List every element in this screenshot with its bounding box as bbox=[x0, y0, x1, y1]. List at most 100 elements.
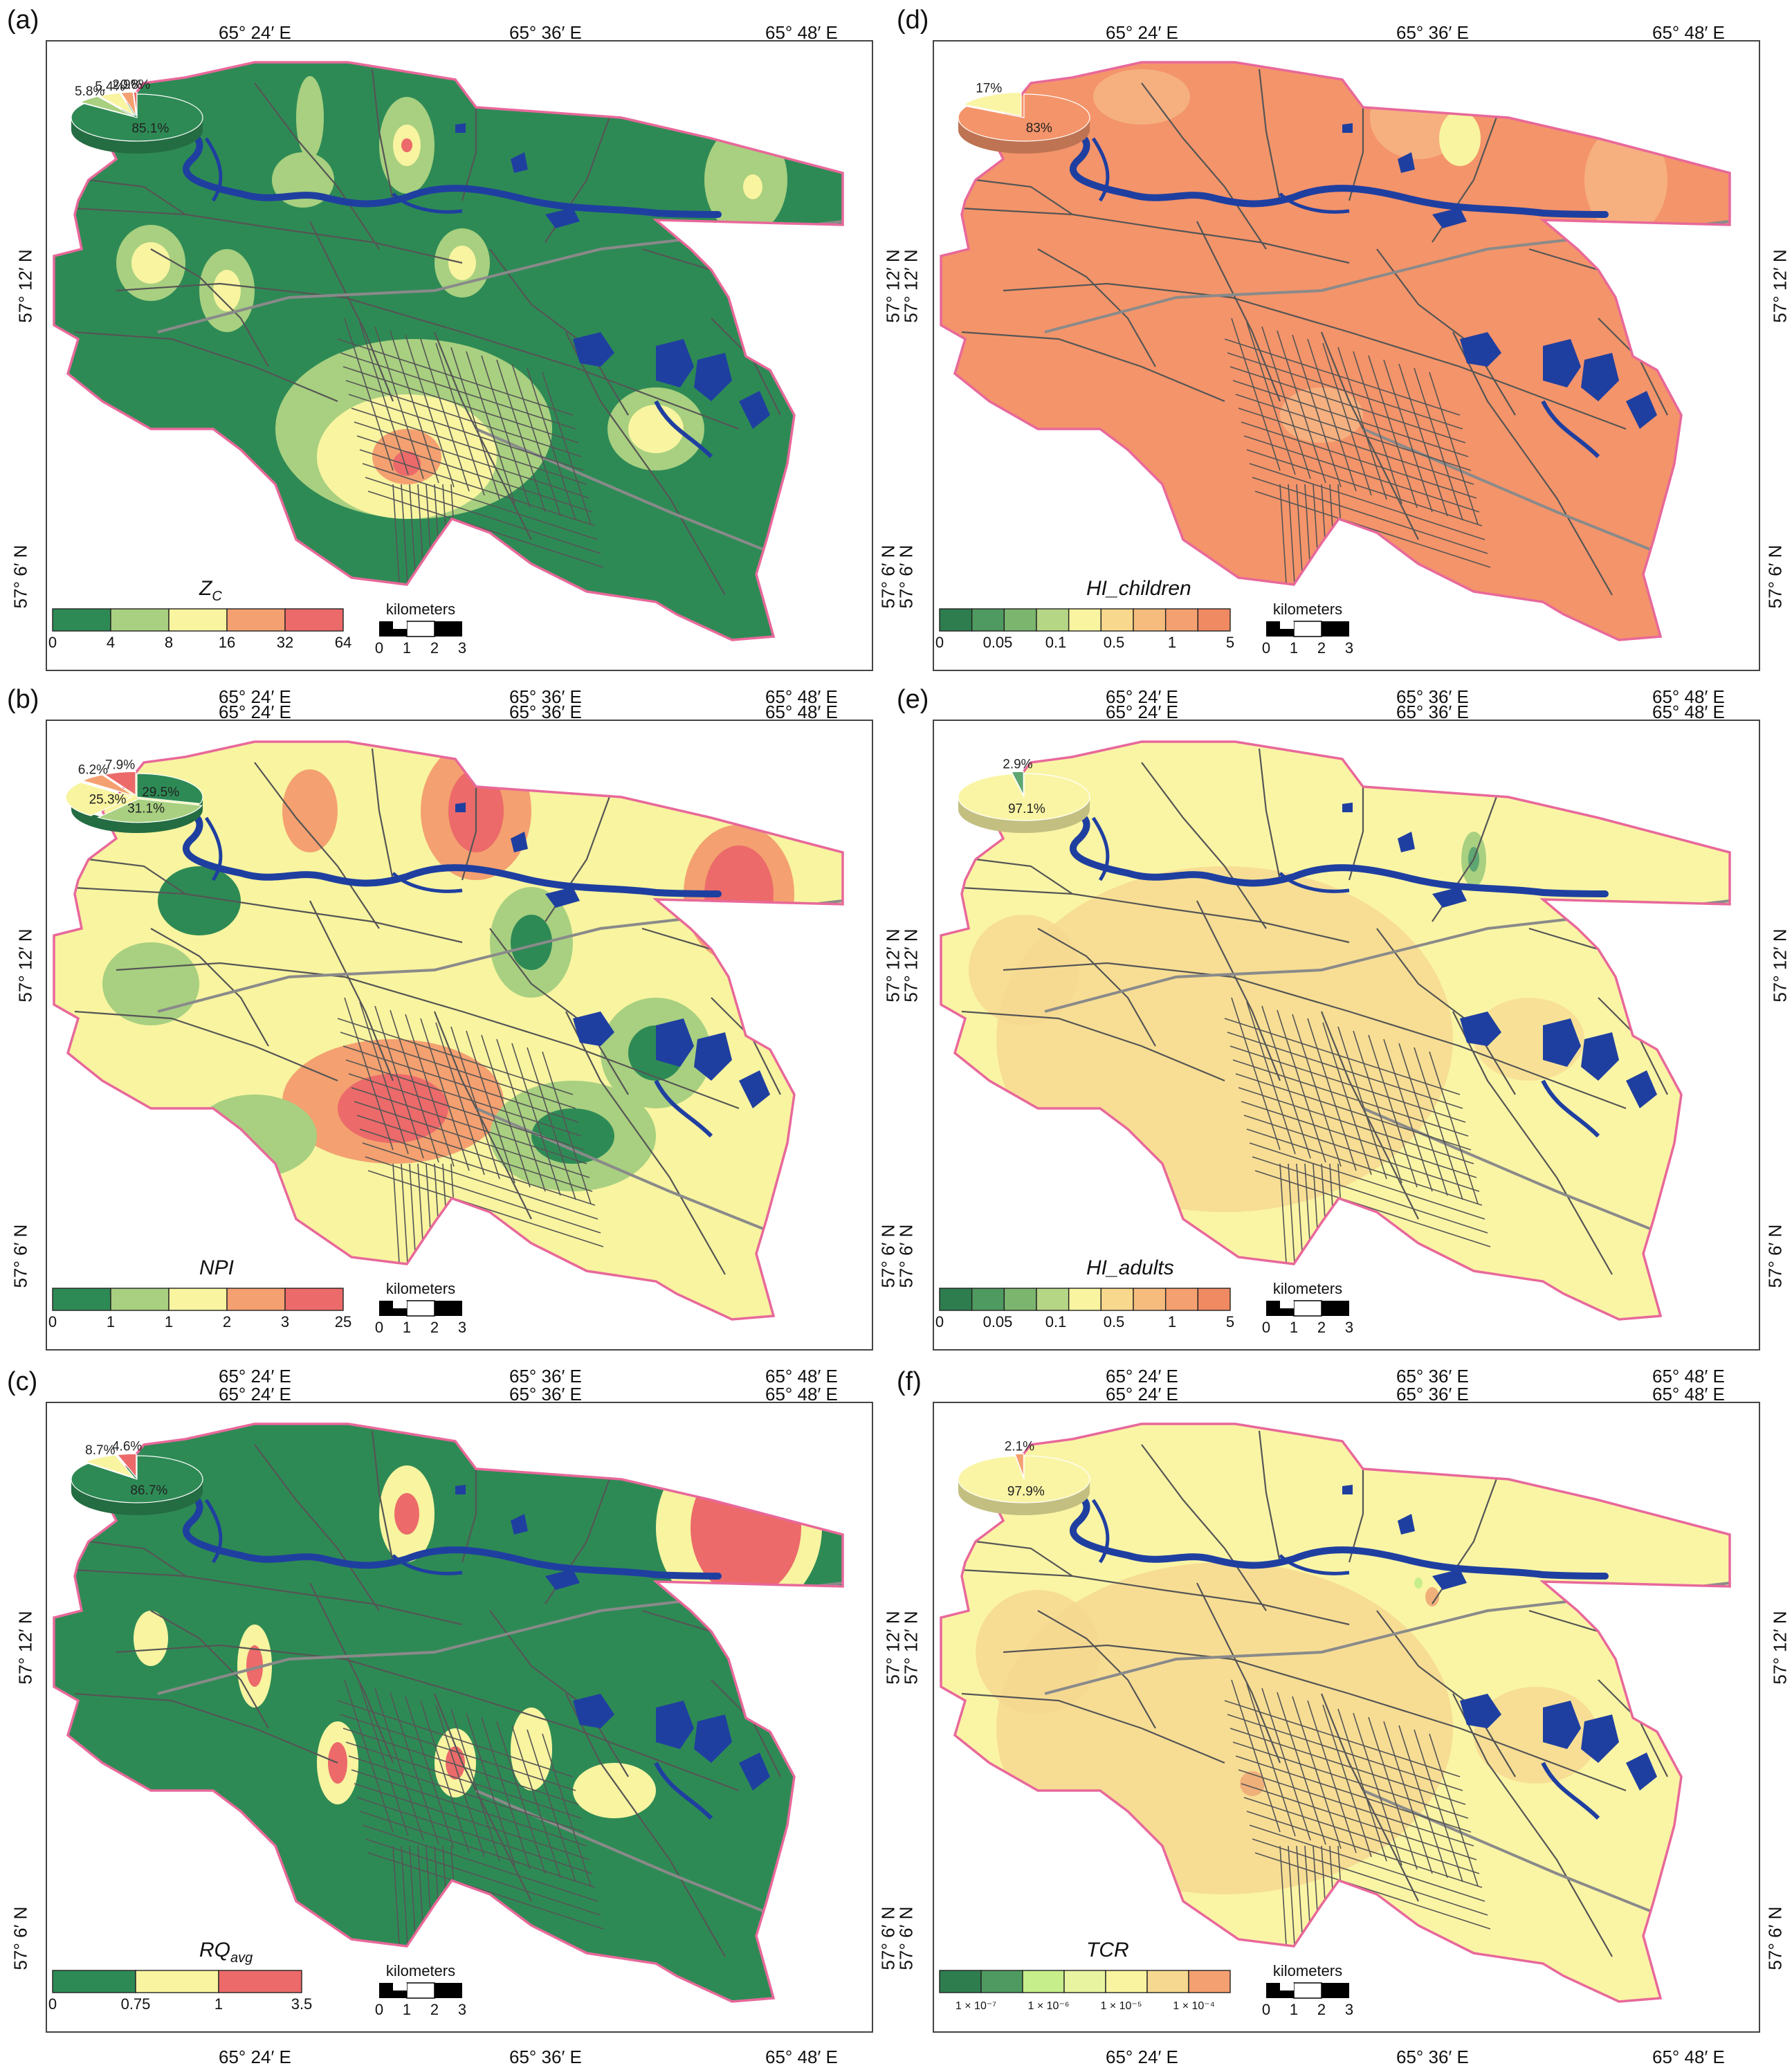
scale-bar-title: kilometers bbox=[386, 1962, 455, 1979]
legend-swatch bbox=[1133, 608, 1167, 632]
legend-swatch bbox=[1036, 608, 1070, 632]
longitude-label: 65° 48′ E bbox=[1652, 702, 1725, 722]
latitude-label: 57° 12′ N bbox=[1769, 1611, 1791, 1685]
pie-side bbox=[71, 1479, 203, 1515]
legend-tick-label: 64 bbox=[335, 634, 351, 651]
longitude-label: 65° 24′ E bbox=[219, 686, 291, 707]
longitude-label: 65° 36′ E bbox=[509, 2047, 582, 2067]
pie-slice bbox=[133, 91, 138, 116]
map-canvas: 86.7% 8.7%4.6% RQavg 0 0.75 1 3.5 kilometers 0 1 2… bbox=[48, 1422, 844, 2018]
legend-tick-label: 1 bbox=[1168, 634, 1176, 651]
pie-side bbox=[71, 118, 203, 154]
legend-tick-label: 4 bbox=[107, 634, 115, 651]
scale-tick: 0 bbox=[375, 1319, 383, 1336]
map-canvas: 97.1% 2.9% HI_adults 0 0.05 0.1 0.5 1 5 kilometer… bbox=[935, 740, 1731, 1336]
pie-chart: 97.1% 2.9% bbox=[958, 757, 1090, 833]
pie-slice bbox=[71, 1455, 203, 1503]
pie-slice-label: 2.9% bbox=[112, 78, 142, 93]
longitude-label: 65° 24′ E bbox=[1106, 1384, 1178, 1404]
legend-tick-label: 25 bbox=[335, 1313, 351, 1330]
scale-bar-title: kilometers bbox=[1273, 1962, 1342, 1979]
scale-tick: 3 bbox=[1345, 1319, 1353, 1336]
scale-segment bbox=[1322, 1983, 1349, 1998]
legend-swatch bbox=[1188, 1970, 1231, 1993]
scale-segment bbox=[1293, 1300, 1322, 1317]
scale-segment bbox=[406, 1300, 435, 1317]
index-title: HI_children bbox=[1086, 577, 1191, 600]
scale-tick: 2 bbox=[1317, 2001, 1326, 2018]
legend-tick-label: 0.05 bbox=[983, 1313, 1013, 1330]
legend-tick-label: 1 × 10⁻⁵ bbox=[1100, 2000, 1142, 2012]
map-canvas: 83% 17% HI_children 0 0.05 0.1 0.5 1 5 kilometers… bbox=[935, 61, 1731, 657]
scale-segment bbox=[393, 1301, 407, 1308]
legend-swatch bbox=[1068, 1288, 1102, 1311]
map-canvas: 29.5% 31.1%25.3% 6.2%7.9% NPI 0 1 1 2 3 25 kilomet… bbox=[48, 740, 844, 1336]
legend: 0 0.05 0.1 0.5 1 5 bbox=[935, 1288, 1234, 1330]
scale-bar: kilometers 0 1 2 3 bbox=[375, 601, 466, 657]
scale-tick: 1 bbox=[1290, 639, 1298, 657]
map-panel-b: 29.5% 31.1% 25.3% 6.2% 7.9% NPI 0 1 1 2 3 25 kilomet… bbox=[46, 720, 873, 1351]
latitude-label: 57° 12′ N bbox=[1769, 928, 1791, 1003]
legend-swatch bbox=[1100, 1288, 1134, 1311]
legend-tick-label: 3 bbox=[281, 1313, 289, 1330]
scale-segment bbox=[1322, 1301, 1349, 1316]
scale-bar-title: kilometers bbox=[1273, 1280, 1342, 1297]
index-title: TCR bbox=[1086, 1939, 1129, 1961]
scale-tick: 0 bbox=[1262, 2001, 1270, 2018]
pie-slice-label: 7.9% bbox=[105, 758, 135, 772]
longitude-label: 65° 36′ E bbox=[1396, 702, 1469, 722]
city-boundary bbox=[53, 61, 844, 641]
legend-tick-label: 1 × 10⁻⁷ bbox=[956, 2000, 996, 2012]
index-title: ZC bbox=[199, 577, 222, 604]
pie-slice bbox=[65, 782, 133, 816]
scale-bar: kilometers 0 1 2 3 bbox=[375, 1280, 466, 1336]
longitude-label: 65° 24′ E bbox=[219, 702, 291, 722]
longitude-label: 65° 36′ E bbox=[509, 1384, 582, 1404]
legend-tick-label: 1 bbox=[1168, 1313, 1176, 1330]
pie-slice bbox=[103, 771, 136, 796]
legend-swatch bbox=[1105, 1970, 1148, 1993]
legend-tick-label: 0.5 bbox=[1104, 634, 1125, 651]
legend-tick-label: 1 × 10⁻⁴ bbox=[1173, 2000, 1214, 2012]
legend-tick-label: 0.5 bbox=[1104, 1313, 1125, 1330]
scale-bar: kilometers 0 1 2 3 bbox=[1262, 601, 1353, 657]
longitude-label: 65° 24′ E bbox=[1106, 2047, 1178, 2067]
pie-slice-label: 85.1% bbox=[131, 122, 169, 136]
legend-swatch bbox=[1146, 1970, 1189, 1993]
longitude-label: 65° 48′ E bbox=[765, 686, 838, 707]
scale-segment bbox=[1280, 621, 1294, 629]
legend-tick-label: 3.5 bbox=[291, 1995, 313, 2013]
panel-label: (b) bbox=[7, 685, 39, 714]
pie-slice-label: 0.8% bbox=[120, 77, 150, 92]
latitude-label: 57° 6′ N bbox=[10, 1906, 31, 1970]
scale-tick: 0 bbox=[1262, 639, 1270, 657]
legend-tick-label: 0 bbox=[48, 1313, 57, 1330]
longitude-label: 65° 36′ E bbox=[1396, 1366, 1469, 1387]
longitude-label: 65° 48′ E bbox=[765, 1384, 838, 1404]
latitude-label: 57° 12′ N bbox=[900, 928, 922, 1003]
legend-swatch bbox=[980, 1970, 1023, 1993]
scale-segment bbox=[435, 621, 462, 637]
pie-slice-label: 97.1% bbox=[1008, 802, 1045, 816]
pie-slice-label: 86.7% bbox=[130, 1483, 167, 1498]
pie-slice bbox=[81, 774, 134, 796]
pie-side bbox=[958, 797, 1090, 833]
legend: 0 0.75 1 3.5 bbox=[48, 1970, 312, 2013]
scale-segment bbox=[1280, 1983, 1294, 1991]
pie-slice bbox=[79, 95, 134, 117]
longitude-label: 65° 36′ E bbox=[509, 22, 582, 43]
pie-slice bbox=[71, 93, 203, 142]
legend-tick-label: 0.75 bbox=[121, 1995, 151, 2013]
longitude-label: 65° 48′ E bbox=[1652, 22, 1725, 43]
pie-slice bbox=[962, 91, 1022, 117]
city-area bbox=[54, 1424, 843, 2002]
pie-slice-label: 29.5% bbox=[142, 785, 179, 800]
legend-swatch bbox=[939, 608, 973, 632]
pie-chart: 83% 17% bbox=[958, 81, 1090, 154]
scale-segment bbox=[1293, 1982, 1322, 1999]
city-map bbox=[940, 61, 1731, 641]
legend-swatch bbox=[1133, 1288, 1167, 1311]
legend-swatch bbox=[971, 608, 1005, 632]
map-panel-e: 97.1% 2.9% HI_adults 0 0.05 0.1 0.5 1 5 kilometer… bbox=[933, 720, 1760, 1351]
index-title: NPI bbox=[199, 1256, 234, 1279]
